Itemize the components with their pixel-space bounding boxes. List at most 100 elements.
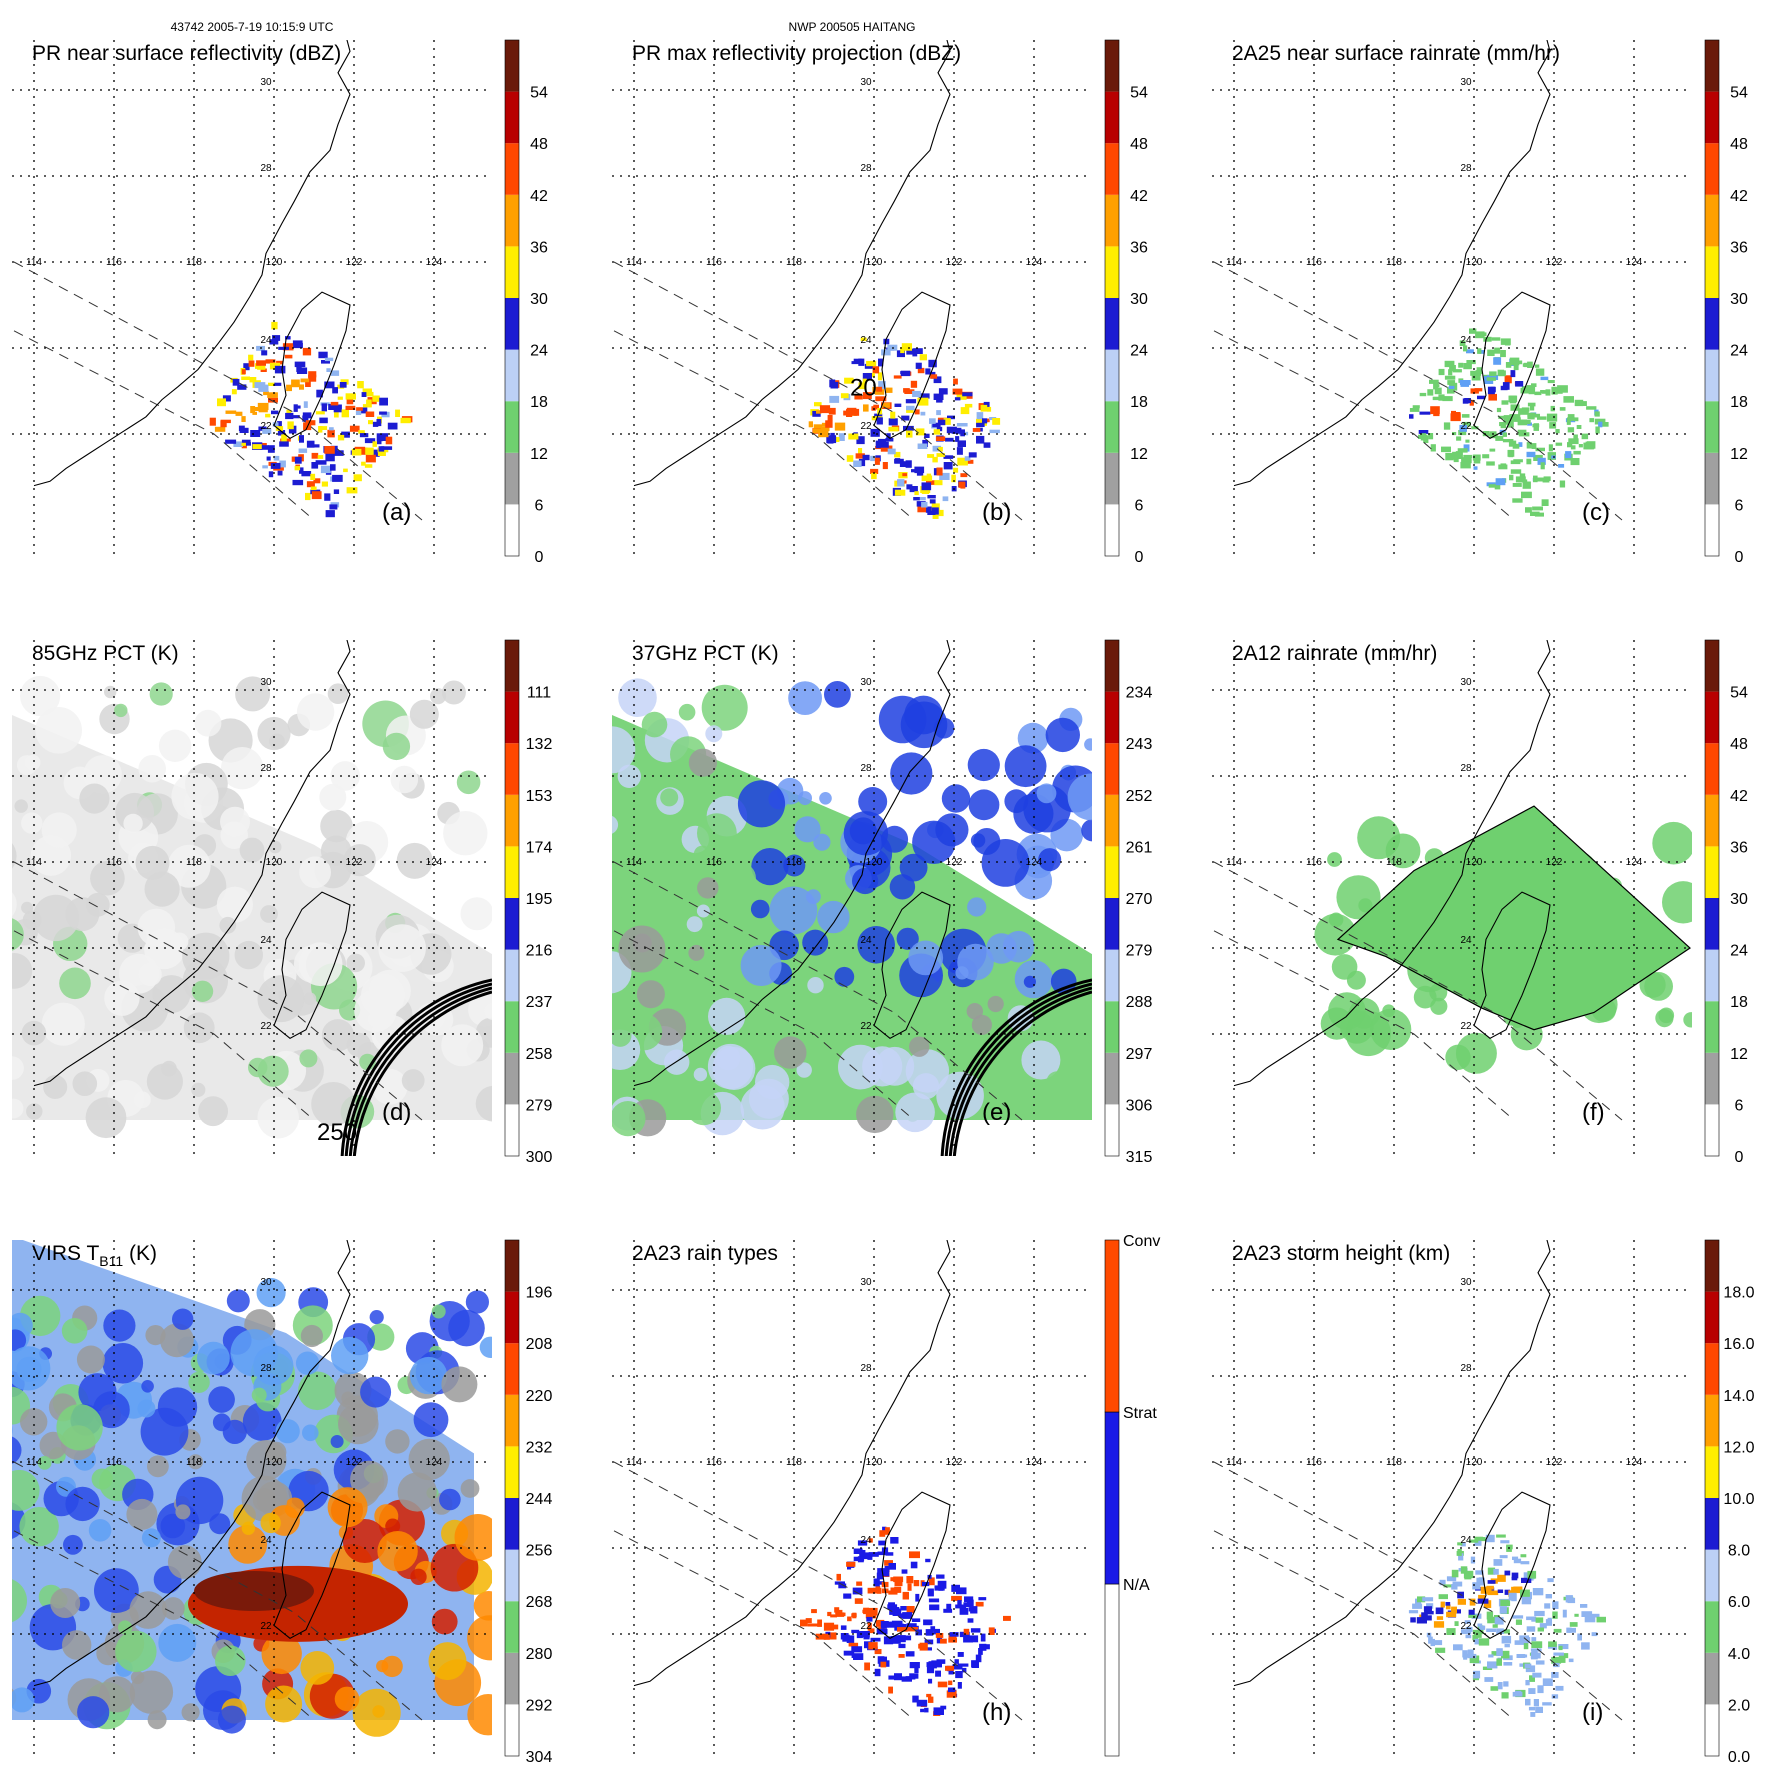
field-blob xyxy=(296,693,335,731)
swath-pixel xyxy=(1430,444,1436,452)
swath-pixel xyxy=(928,1696,934,1703)
swath-pixel xyxy=(277,470,283,476)
field-blob xyxy=(19,1507,59,1547)
swath-pixel xyxy=(1526,458,1532,465)
swath-pixel xyxy=(933,376,942,384)
colorbar-tick: 42 xyxy=(1730,788,1748,805)
lon-label: 114 xyxy=(26,1457,42,1468)
field-blob xyxy=(1013,793,1054,834)
swath-pixel xyxy=(305,492,311,501)
colorbar-tick: 244 xyxy=(526,1491,553,1508)
swath-pixel xyxy=(1532,1588,1544,1596)
swath-pixel xyxy=(828,407,836,415)
swath-pixel xyxy=(1418,430,1429,434)
swath-pixel xyxy=(963,1635,973,1643)
field-blob xyxy=(467,1694,492,1736)
field-blob xyxy=(20,1408,48,1436)
swath-pixel xyxy=(365,411,375,417)
colorbar-swatch xyxy=(505,40,519,92)
swath-pixel xyxy=(855,453,865,459)
swath-pixel xyxy=(978,1597,987,1601)
taiwan-coastline xyxy=(1473,1491,1551,1639)
colorbar-tick: 270 xyxy=(1126,891,1153,908)
swath-pixel xyxy=(901,1676,912,1682)
panel-title: VIRS TB11 (K) xyxy=(32,1242,157,1269)
swath-pixel xyxy=(882,462,888,470)
swath-pixel xyxy=(946,1603,952,1610)
swath-pixel xyxy=(241,376,250,380)
swath-pixel xyxy=(877,372,883,381)
swath-pixel xyxy=(1549,422,1557,429)
colorbar-tick: 30 xyxy=(1130,291,1148,308)
swath-pixel xyxy=(1412,1603,1423,1609)
swath-pixel xyxy=(1448,385,1455,389)
swath-pixel xyxy=(909,1662,920,1669)
scan-arc xyxy=(340,978,492,1156)
lon-label: 118 xyxy=(786,257,802,268)
lat-label: 24 xyxy=(1460,335,1472,346)
swath-pixel xyxy=(330,401,339,406)
swath-pixel xyxy=(302,415,309,422)
swath-pixel xyxy=(1505,362,1512,368)
swath-pixel xyxy=(1438,368,1445,376)
swath-pixel xyxy=(1531,1651,1538,1660)
field-blob xyxy=(246,1440,287,1481)
swath-pixel xyxy=(1493,357,1502,365)
china-coastline xyxy=(633,40,951,487)
swath-pixel xyxy=(1510,469,1522,474)
swath-pixel xyxy=(1516,1654,1526,1658)
swath-pixel xyxy=(1520,1590,1529,1594)
swath-pixel xyxy=(1523,1641,1529,1650)
colorbar-tick: 232 xyxy=(526,1439,553,1456)
lon-label: 124 xyxy=(1626,257,1643,268)
field-blob xyxy=(813,833,831,851)
china-coastline xyxy=(33,40,351,487)
swath-pixel xyxy=(840,1625,847,1630)
field-blob xyxy=(396,842,433,879)
swath-pixel xyxy=(1530,1648,1542,1652)
field-blob xyxy=(774,1036,807,1069)
colorbar-swatch xyxy=(1104,1583,1120,1757)
swath-pixel xyxy=(1459,424,1467,432)
swath-pixel xyxy=(1532,1672,1542,1678)
swath-pixel xyxy=(876,1572,883,1580)
swath-pixel xyxy=(957,1663,969,1667)
swath-pixel xyxy=(1594,418,1606,425)
swath-pixel xyxy=(1438,1594,1448,1600)
swath-pixel xyxy=(874,389,885,395)
swath-pixel xyxy=(854,395,863,400)
field-blob xyxy=(268,840,282,854)
swath-pixel xyxy=(1542,1702,1552,1706)
swath-pixel xyxy=(250,406,256,414)
swath-pixel xyxy=(1574,1613,1579,1617)
field-blob xyxy=(806,889,821,904)
swath-pixel xyxy=(825,420,833,428)
field-blob xyxy=(32,894,80,942)
swath-pixel xyxy=(1449,455,1457,460)
field-blob xyxy=(226,1289,250,1313)
swath-pixel xyxy=(1442,396,1453,402)
lon-label: 124 xyxy=(1026,1457,1043,1468)
swath-pixel xyxy=(858,382,867,390)
swath-pixel xyxy=(1512,1615,1524,1619)
field-blob xyxy=(751,848,789,886)
swath-pixel xyxy=(360,447,368,455)
lat-label: 30 xyxy=(1460,77,1472,88)
field-blob xyxy=(817,900,850,934)
swath-pixel xyxy=(298,448,308,453)
swath-pixel xyxy=(866,1616,873,1622)
swath-pixel xyxy=(1428,433,1433,437)
field-blob xyxy=(631,850,678,897)
colorbar-swatch xyxy=(505,1104,519,1156)
swath-pixel xyxy=(1534,364,1540,368)
field-blob xyxy=(158,729,192,762)
swath-pixel xyxy=(279,460,286,468)
swath-pixel xyxy=(366,399,372,408)
colorbar-swatch xyxy=(505,1652,519,1705)
swath-pixel xyxy=(311,462,319,469)
swath-pixel xyxy=(1514,1640,1525,1645)
swath-pixel xyxy=(1527,1570,1537,1579)
swath-pixel xyxy=(925,1629,934,1636)
swath-pixel xyxy=(1415,1598,1422,1607)
